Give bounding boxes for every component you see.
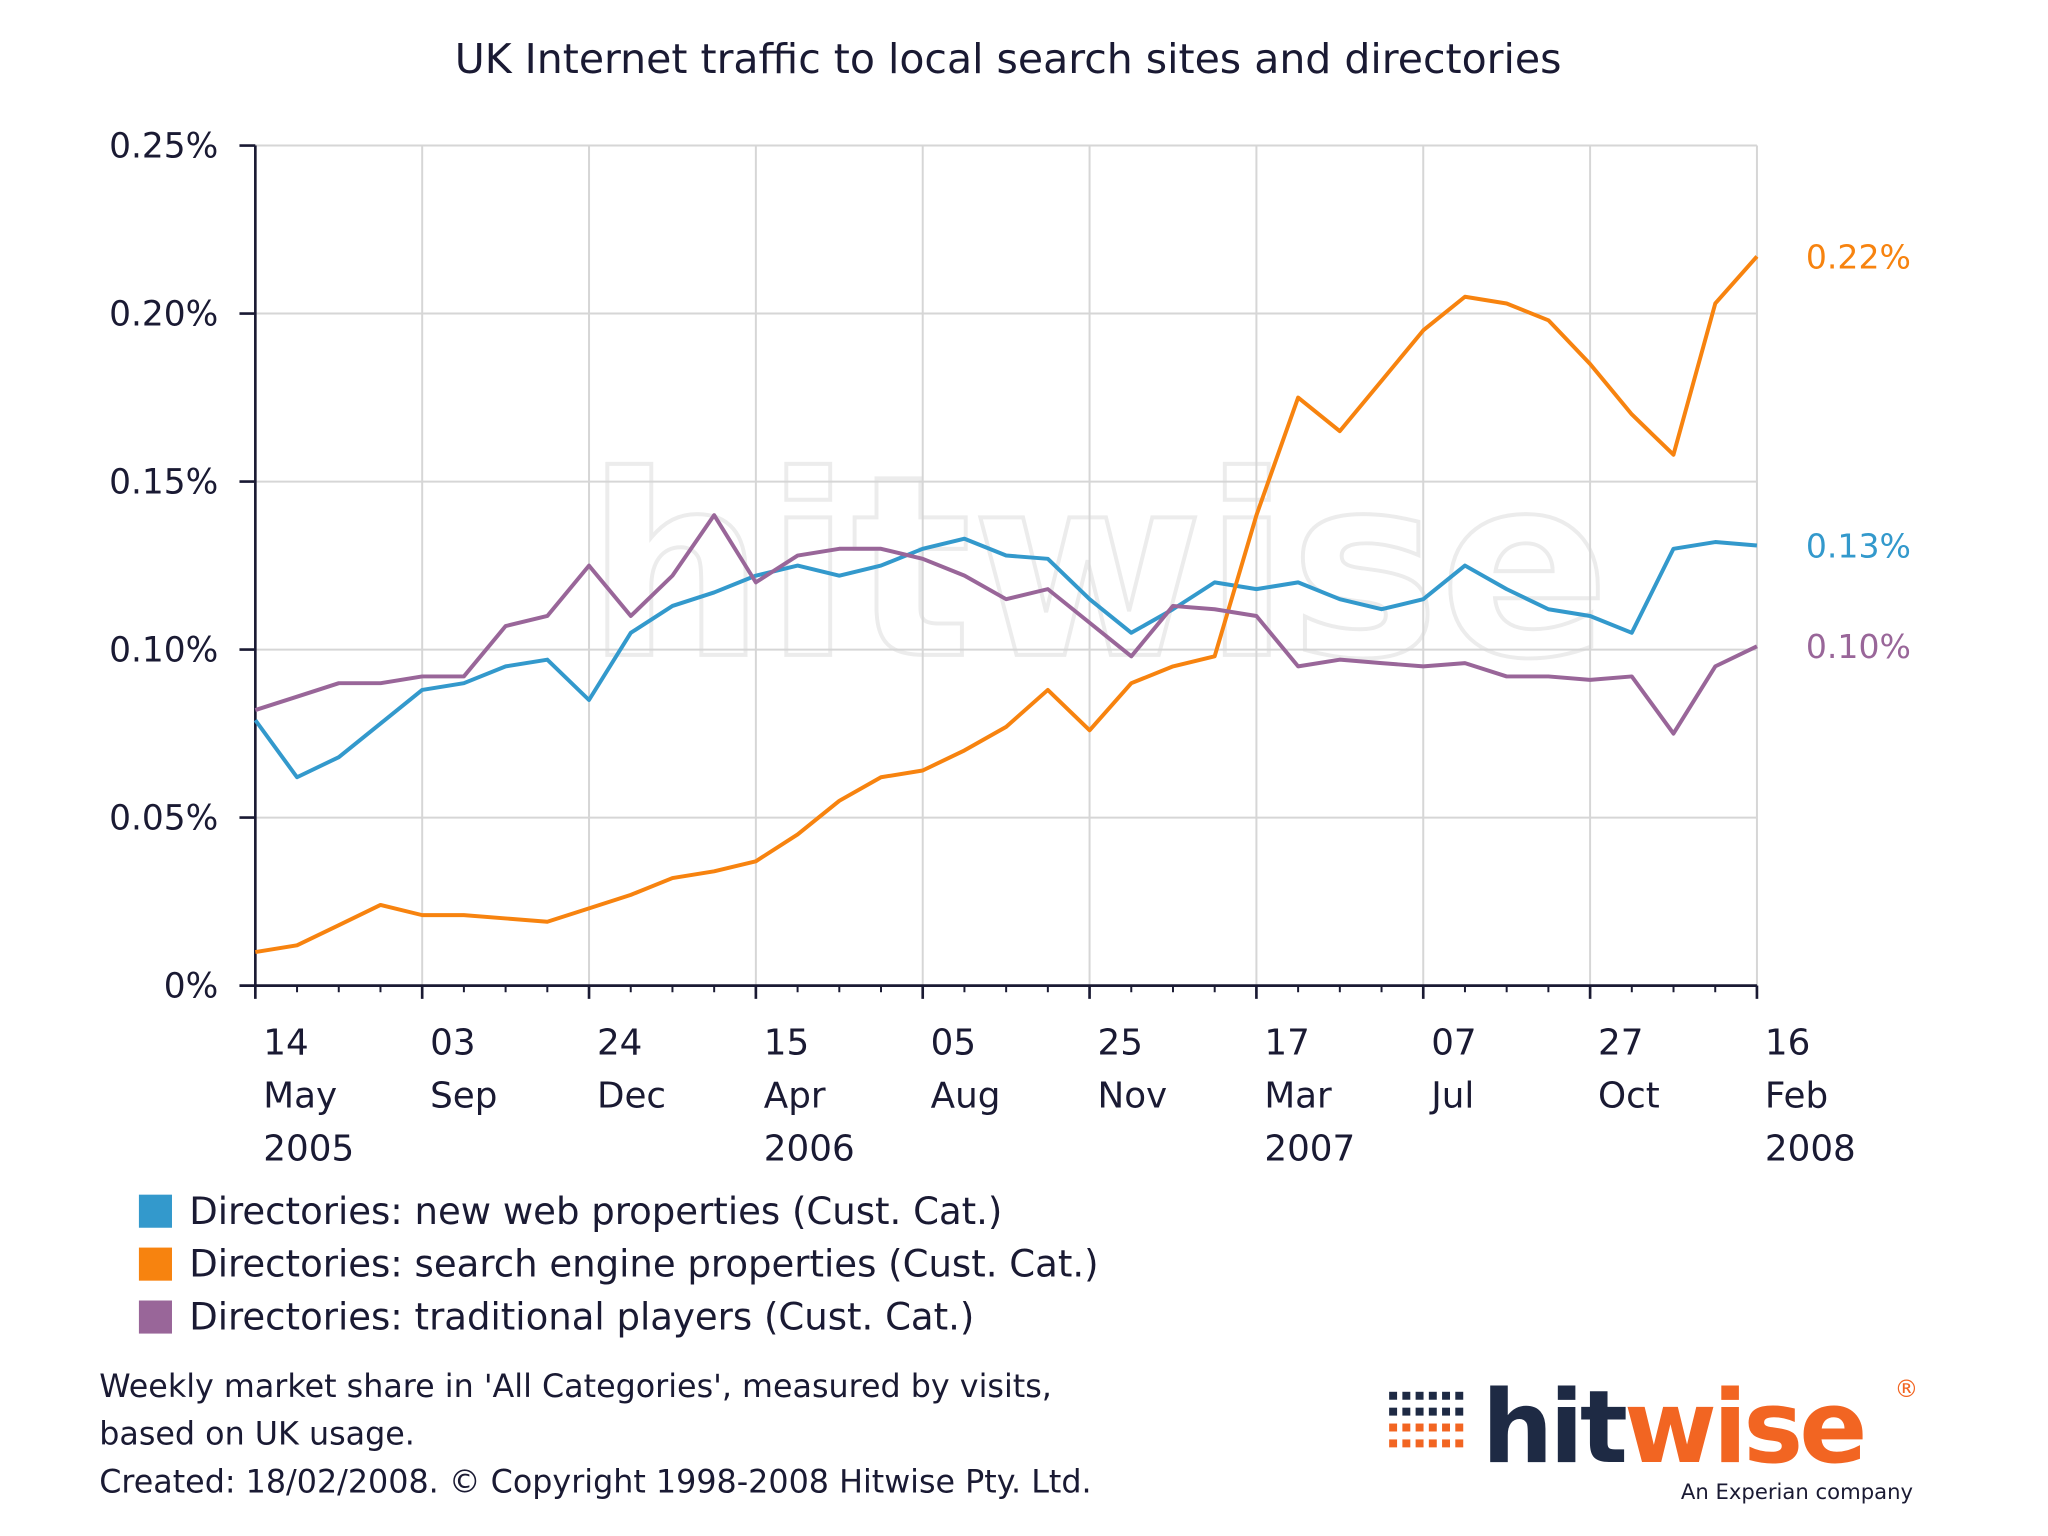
x-tick-label: 27 Oct [1598,1022,1660,1116]
end-label: 0.10% [1806,627,1911,666]
y-tick-label: 0% [164,967,219,1007]
x-tick-label: 16 Feb 2008 [1765,1022,1856,1169]
chart-title: UK Internet traffic to local search site… [455,35,1562,83]
logo-mark: ® [1895,1375,1919,1403]
end-label: 0.22% [1806,237,1911,276]
series-line [253,536,1758,780]
x-tick-label: 07 Jul [1429,1022,1488,1116]
x-tick-label: 05 Aug [931,1022,1001,1116]
legend-swatch [138,1247,172,1281]
logo: hitwise [1482,1369,1864,1486]
end-label: 0.13% [1806,526,1911,565]
x-tick-label: 17 Mar 2007 [1264,1022,1355,1169]
legend-label: Directories: traditional players (Cust. … [189,1296,974,1339]
logo-part: wise [1624,1369,1863,1486]
series-line [255,255,1759,954]
legend-swatch [138,1194,172,1228]
x-tick-label: 25 Nov [1097,1022,1167,1116]
y-tick-label: 0.20% [109,294,218,334]
logo-tagline: An Experian company [1681,1479,1913,1504]
watermark: hitwise [586,423,1610,715]
series-line [254,513,1758,736]
footnote: based on UK usage. [99,1417,415,1453]
y-tick-label: 0.10% [109,630,218,670]
legend-label: Directories: search engine properties (C… [189,1243,1098,1286]
logo-part: hit [1482,1369,1626,1486]
x-tick-label: 24 Dec [597,1022,666,1116]
x-tick-label: 14 May 2005 [263,1022,354,1169]
y-tick-label: 0.25% [109,126,218,166]
footnote: Weekly market share in 'All Categories',… [99,1369,1052,1405]
x-tick-label: 03 Sep [430,1022,497,1116]
legend-swatch [138,1300,172,1334]
y-tick-label: 0.15% [109,462,218,502]
legend-label: Directories: new web properties (Cust. C… [189,1190,1002,1233]
y-tick-label: 0.05% [109,799,218,839]
x-tick-label: 15 Apr 2006 [764,1022,855,1169]
footnote: Created: 18/02/2008. © Copyright 1998-20… [99,1464,1091,1500]
logo-dots [1389,1391,1464,1448]
